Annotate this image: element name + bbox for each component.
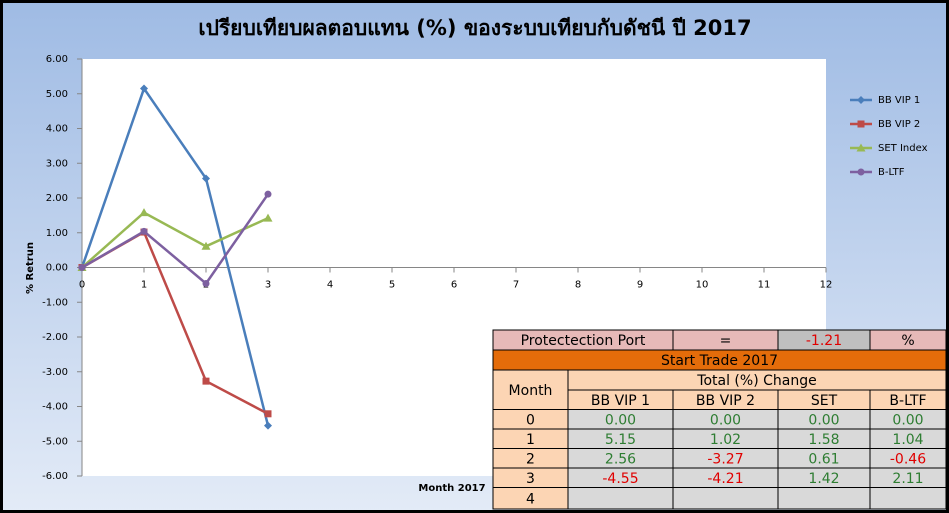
month-cell: 3 bbox=[526, 471, 535, 487]
column-header: BB VIP 1 bbox=[591, 393, 650, 409]
value-cell: 1.42 bbox=[808, 471, 839, 487]
y-tick-label: 1.00 bbox=[46, 228, 68, 239]
value-cell: 0.00 bbox=[892, 412, 923, 428]
x-tick-label: 3 bbox=[265, 280, 271, 291]
x-tick-label: 10 bbox=[696, 280, 709, 291]
data-point bbox=[264, 190, 272, 198]
value-cell-cell bbox=[672, 487, 779, 510]
value-cell: 1.02 bbox=[710, 432, 741, 448]
value-cell-cell bbox=[869, 487, 947, 510]
x-axis-label: Month 2017 bbox=[418, 483, 485, 494]
x-tick-label: 6 bbox=[451, 280, 457, 291]
y-tick-label: 2.00 bbox=[46, 193, 68, 204]
x-tick-label: 8 bbox=[575, 280, 581, 291]
group-header: Total (%) Change bbox=[696, 373, 816, 389]
legend-marker bbox=[857, 96, 865, 104]
legend-label: BB VIP 2 bbox=[878, 119, 920, 130]
column-header: B-LTF bbox=[889, 393, 926, 409]
x-tick-label: 0 bbox=[79, 280, 85, 291]
data-point bbox=[201, 241, 211, 250]
data-point bbox=[202, 279, 210, 287]
value-cell: 0.61 bbox=[808, 451, 839, 467]
x-tick-label: 4 bbox=[327, 280, 333, 291]
legend-label: SET Index bbox=[878, 143, 928, 154]
data-point bbox=[202, 377, 210, 385]
y-tick-label: -4.00 bbox=[42, 402, 68, 413]
port-value: -1.21 bbox=[806, 333, 842, 349]
value-cell: 0.00 bbox=[808, 412, 839, 428]
y-tick-label: -5.00 bbox=[42, 436, 68, 447]
value-cell: 0.00 bbox=[605, 412, 636, 428]
legend-label: B-LTF bbox=[878, 167, 905, 178]
x-tick-label: 1 bbox=[141, 280, 147, 291]
month-header: Month bbox=[509, 383, 553, 399]
banner: Start Trade 2017 bbox=[661, 353, 778, 369]
value-cell: -4.55 bbox=[602, 471, 638, 487]
value-cell-cell bbox=[777, 487, 871, 510]
value-cell: -0.46 bbox=[890, 451, 926, 467]
value-cell-cell bbox=[567, 487, 674, 510]
data-point bbox=[263, 213, 273, 222]
data-point bbox=[140, 84, 148, 93]
value-cell: 1.04 bbox=[892, 432, 923, 448]
legend-marker bbox=[856, 143, 866, 152]
value-cell: 0.00 bbox=[710, 412, 741, 428]
series-line bbox=[81, 211, 269, 269]
y-axis-label: % Retrun bbox=[25, 242, 36, 294]
legend-label: BB VIP 1 bbox=[878, 95, 920, 106]
port-equals: = bbox=[720, 333, 732, 349]
x-tick-label: 5 bbox=[389, 280, 395, 291]
month-cell: 1 bbox=[526, 432, 535, 448]
legend-marker bbox=[857, 168, 865, 176]
port-label: Protectection Port bbox=[521, 333, 646, 349]
data-point bbox=[202, 174, 210, 183]
month-cell: 2 bbox=[526, 451, 535, 467]
x-tick-label: 9 bbox=[637, 280, 643, 291]
data-point bbox=[78, 264, 86, 271]
data-point bbox=[264, 410, 272, 418]
y-tick-label: 4.00 bbox=[46, 124, 68, 135]
value-cell: -4.21 bbox=[707, 471, 743, 487]
y-tick-label: -3.00 bbox=[42, 367, 68, 378]
y-tick-label: 6.00 bbox=[46, 54, 68, 65]
chart-title: เปรียบเทียบผลตอบแทน (%) ของระบบเทียบกับด… bbox=[198, 16, 751, 40]
data-point bbox=[139, 208, 149, 217]
value-cell: 1.58 bbox=[808, 432, 839, 448]
value-cell: 2.56 bbox=[605, 451, 636, 467]
value-cell: 2.11 bbox=[892, 471, 923, 487]
y-tick-label: 5.00 bbox=[46, 89, 68, 100]
data-point bbox=[264, 421, 272, 430]
value-cell: 5.15 bbox=[605, 432, 636, 448]
series-line bbox=[81, 193, 270, 286]
y-tick-label: 0.00 bbox=[46, 263, 68, 274]
y-tick-label: -2.00 bbox=[42, 332, 68, 343]
series-line bbox=[80, 85, 270, 426]
month-cell: 0 bbox=[526, 412, 535, 428]
x-tick-label: 11 bbox=[758, 280, 771, 291]
port-unit: % bbox=[901, 333, 914, 349]
legend-marker bbox=[857, 120, 865, 128]
column-header: BB VIP 2 bbox=[696, 393, 755, 409]
data-point bbox=[140, 227, 148, 235]
column-header: SET bbox=[811, 393, 838, 409]
x-tick-label: 12 bbox=[820, 280, 833, 291]
value-cell: -3.27 bbox=[707, 451, 743, 467]
y-tick-label: -6.00 bbox=[42, 471, 68, 482]
y-tick-label: 3.00 bbox=[46, 158, 68, 169]
x-tick-label: 7 bbox=[513, 280, 519, 291]
month-cell: 4 bbox=[526, 491, 535, 507]
y-tick-label: -1.00 bbox=[42, 297, 68, 308]
